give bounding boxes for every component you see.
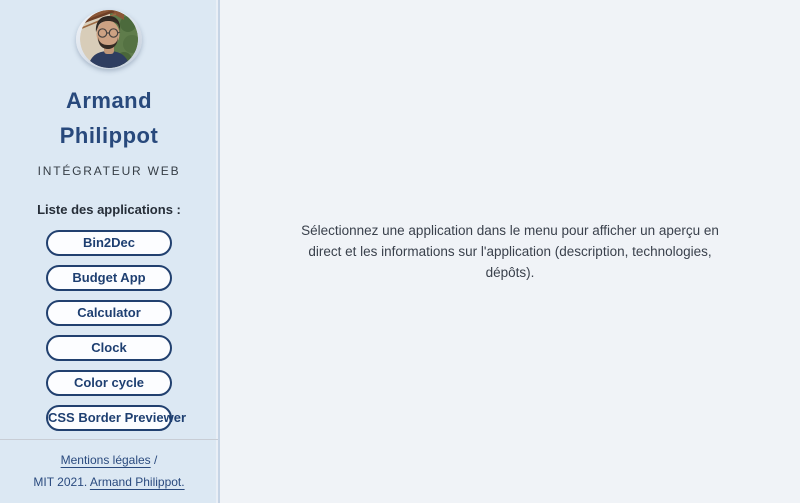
app-list-item: CSS Border Previewer	[46, 404, 186, 431]
app-list-item: Bin2Dec	[46, 229, 172, 256]
person-name: Armand Philippot	[59, 87, 159, 148]
app-list-item: Color cycle	[46, 369, 172, 396]
app-list-item: Clock	[46, 334, 172, 361]
author-link[interactable]: Armand Philippot.	[89, 475, 185, 489]
sidebar-footer: Mentions légales / MIT 2021. Armand Phil…	[0, 439, 218, 503]
avatar-photo	[80, 10, 138, 69]
app-list: Bin2Dec Budget App Calculator Clock Colo…	[0, 229, 218, 439]
license-text: MIT 2021.	[33, 475, 88, 489]
footer-license-line: MIT 2021. Armand Philippot.	[8, 474, 210, 490]
app-button-bin2dec[interactable]: Bin2Dec	[46, 229, 172, 256]
avatar	[76, 10, 142, 69]
main-panel: Sélectionnez une application dans le men…	[220, 0, 800, 503]
footer-legal-line: Mentions légales /	[8, 452, 210, 468]
app-list-item: Calculator	[46, 299, 172, 326]
app-button-calculator[interactable]: Calculator	[46, 299, 172, 326]
apps-list-heading: Liste des applications :	[37, 201, 181, 217]
app-button-color-cycle[interactable]: Color cycle	[46, 369, 172, 396]
legal-link[interactable]: Mentions légales	[60, 453, 151, 467]
person-title: INTÉGRATEUR WEB	[37, 163, 181, 178]
empty-state-message: Sélectionnez une application dans le men…	[301, 223, 719, 280]
sidebar: Armand Philippot INTÉGRATEUR WEB Liste d…	[0, 0, 220, 503]
app-button-budget-app[interactable]: Budget App	[46, 264, 172, 291]
app-button-clock[interactable]: Clock	[46, 334, 172, 361]
app-list-item: Budget App	[46, 264, 172, 291]
app-button-css-border-previewer[interactable]: CSS Border Previewer	[46, 404, 186, 431]
footer-separator: /	[154, 453, 158, 467]
